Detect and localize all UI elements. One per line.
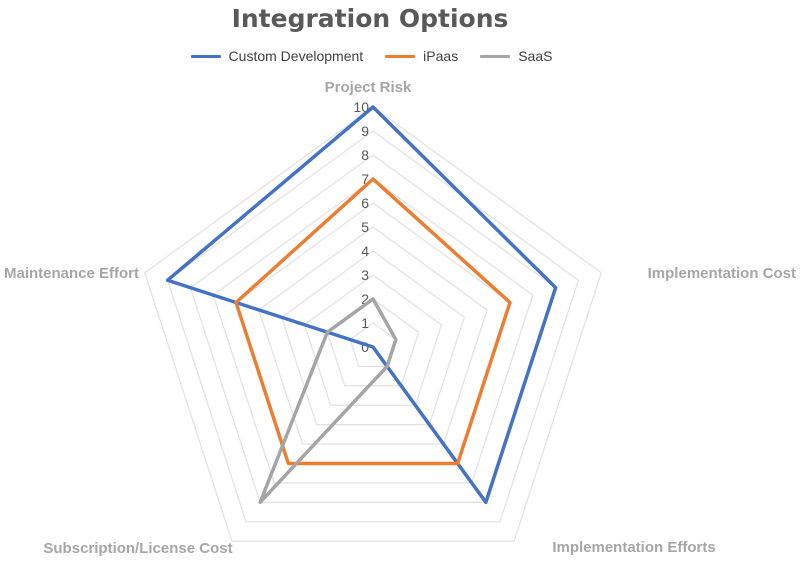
tick-label: 7 [361,171,369,187]
legend-item-saas: SaaS [480,48,552,64]
category-label: Implementation Cost [648,265,796,282]
category-label: Project Risk [325,79,412,96]
tick-label: 9 [361,123,369,139]
category-labels: Project Risk Implementation Cost Implement… [4,79,796,557]
grid-ring [303,274,443,406]
tick-label: 0 [361,339,369,355]
tick-label: 5 [361,219,369,235]
legend-label: Custom Development [228,48,364,64]
tick-label: 8 [361,147,369,163]
grid-ring [349,322,397,368]
series-lines [165,105,558,505]
tick-label: 1 [361,315,369,331]
legend-item-custom-development: Custom Development [190,48,364,64]
legend-swatch [190,54,221,58]
grid-ring [326,298,420,387]
tick-label: 6 [361,195,369,211]
legend-label: SaaS [518,48,553,64]
legend-swatch [385,54,416,58]
series-line-saas [258,297,398,505]
category-label: Subscription/License Cost [43,540,232,557]
grid-ring [166,130,580,523]
category-label: Maintenance Effort [4,265,139,282]
legend-swatch [480,54,511,58]
radar-grid [143,106,603,542]
tick-label: 3 [361,267,369,283]
radial-tick-labels: 0 1 2 3 4 5 6 7 8 9 10 [353,99,369,355]
tick-label: 4 [361,243,369,259]
tick-label: 10 [353,99,369,115]
grid-ring [212,178,534,484]
chart-title: Integration Options [231,4,509,33]
legend-item-ipaas: iPaas [385,48,458,64]
series-line-custom-development [165,105,558,505]
grid-ring [280,250,466,426]
tick-label: 2 [361,291,369,307]
grid-ring [258,226,488,445]
legend: Custom Development iPaas SaaS [0,48,803,64]
grid-ring [189,154,557,503]
grid-ring [143,106,603,542]
series-line-ipaas [234,177,512,466]
category-label: Implementation Efforts [552,539,715,556]
legend-label: iPaas [423,48,459,64]
